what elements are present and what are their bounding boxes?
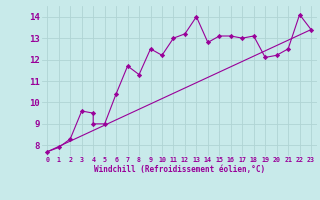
X-axis label: Windchill (Refroidissement éolien,°C): Windchill (Refroidissement éolien,°C): [94, 165, 265, 174]
